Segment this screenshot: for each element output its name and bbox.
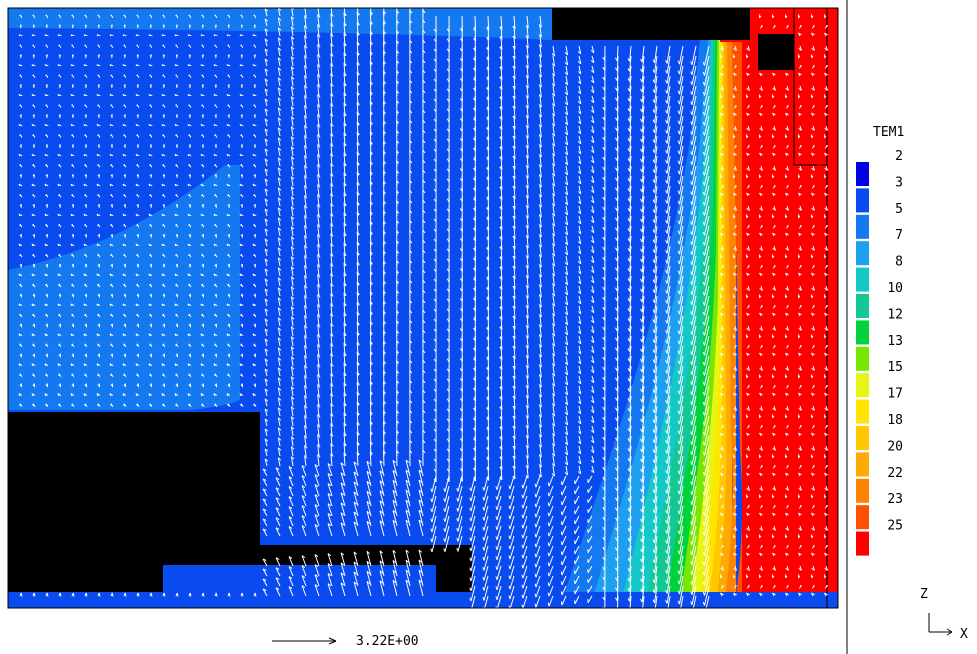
legend-swatch — [856, 214, 869, 239]
legend-label: 12 — [887, 307, 903, 322]
obstacle-bottom-left — [8, 565, 163, 592]
bottom-floor-shelf — [163, 565, 436, 592]
x-axis-head — [946, 628, 953, 636]
band-20 — [716, 40, 732, 608]
legend-label: 13 — [887, 334, 903, 349]
legend-swatch — [856, 241, 869, 266]
legend-swatch — [856, 188, 869, 213]
legend-swatch — [856, 267, 869, 292]
scale-arrow-head — [328, 637, 337, 645]
band-22 — [724, 40, 736, 608]
axes-triad: Z X — [920, 587, 968, 642]
legend-label: 20 — [887, 439, 903, 454]
vector-scale: 3.22E+00 — [272, 634, 419, 649]
velocity-vectors — [18, 8, 828, 608]
z-axis-label: Z — [920, 587, 928, 602]
legend-label: 3 — [895, 175, 903, 190]
legend-swatch — [856, 320, 869, 345]
obstacle-top — [552, 8, 750, 40]
obstacle-top-small — [758, 34, 794, 70]
legend-swatch — [856, 505, 869, 530]
legend-label: 18 — [887, 413, 903, 428]
legend-swatch — [856, 162, 869, 186]
legend-swatch — [856, 426, 869, 450]
legend-title: TEM1 — [873, 125, 904, 140]
legend-label: 8 — [895, 255, 903, 270]
legend-swatch — [856, 478, 869, 503]
legend-label: 17 — [887, 387, 903, 402]
legend-label: 2 — [895, 149, 903, 164]
scale-label: 3.22E+00 — [356, 634, 419, 649]
vector-arrows — [18, 8, 828, 608]
legend-swatch — [856, 452, 869, 477]
left-warm-pocket — [8, 165, 240, 410]
domain-border — [7, 7, 839, 609]
legend-label: 23 — [887, 492, 903, 507]
legend-label: 10 — [887, 281, 903, 296]
band-18 — [708, 40, 730, 608]
legend-swatch — [856, 373, 869, 398]
hot-wall — [742, 8, 838, 608]
hot-wall-box — [793, 8, 828, 166]
legend-label: 5 — [895, 202, 903, 217]
legend-label: 22 — [887, 466, 903, 481]
legend-label: 25 — [887, 519, 903, 534]
legend-label: 15 — [887, 360, 903, 375]
x-axis-label: X — [960, 627, 968, 642]
legend-swatch — [856, 294, 869, 318]
legend-label: 7 — [895, 228, 903, 243]
legend-swatch — [856, 346, 869, 371]
legend-swatch — [856, 399, 869, 424]
obstacle-left — [8, 412, 260, 592]
legend-swatch — [856, 531, 869, 556]
band-23 — [732, 40, 743, 608]
